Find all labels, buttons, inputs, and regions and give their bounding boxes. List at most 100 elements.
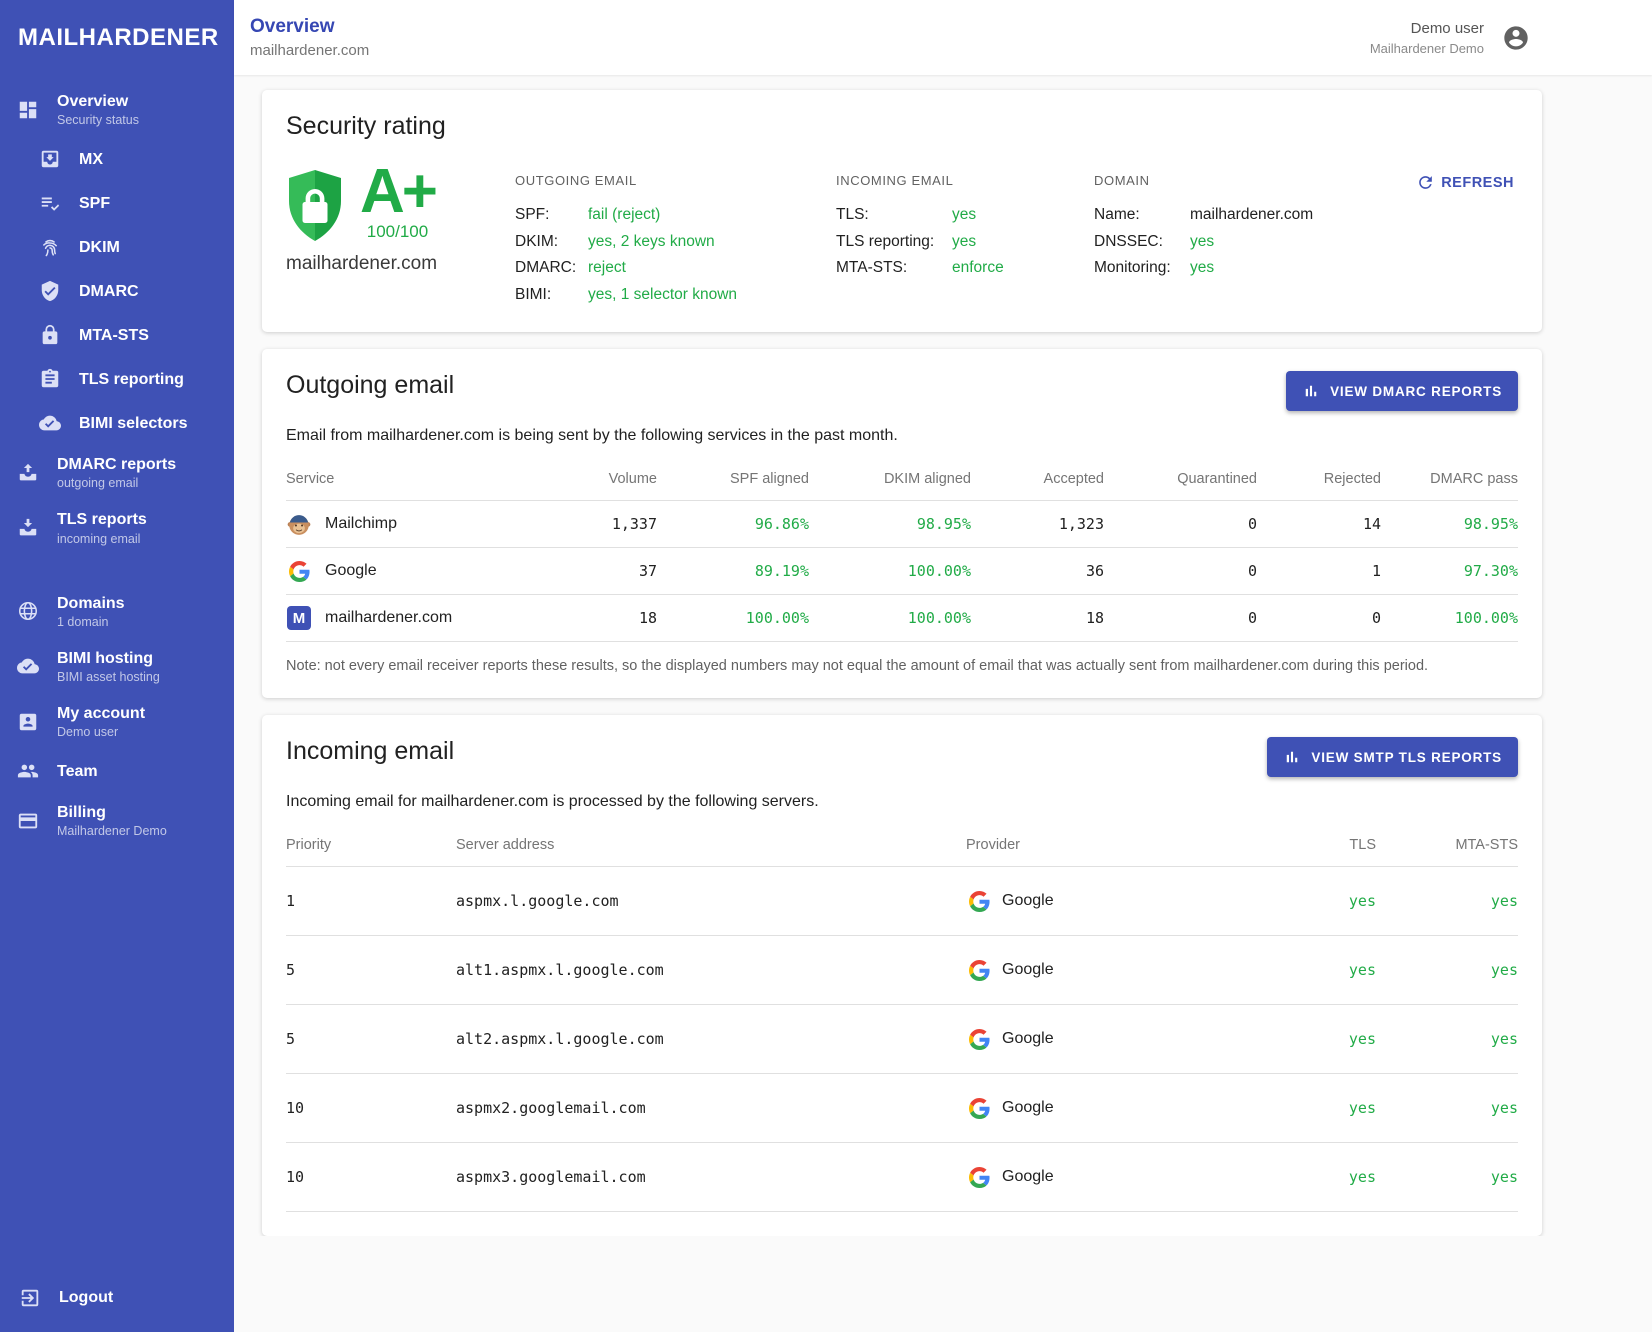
column-header: TLS [1349,837,1376,853]
rated-domain: mailhardener.com [286,253,438,274]
outgoing-description: Email from mailhardener.com is being sen… [286,427,898,444]
dashboard-icon [16,98,40,122]
table-row: Google 37 89.19% 100.00% 36 0 1 97.30% [286,547,1518,595]
sidebar-item-dmarc-reports[interactable]: DMARC reports outgoing email [0,445,234,500]
sidebar-item-spf[interactable]: SPF [0,181,234,225]
sidebar-item-domains[interactable]: Domains 1 domain [0,584,234,639]
sidebar-item-tls-reports[interactable]: TLS reports incoming email [0,500,234,555]
sidebar-item-tls-reporting[interactable]: TLS reporting [0,357,234,401]
provider-name: Google [1002,1099,1054,1116]
top-bar: Overview mailhardener.com Demo user Mail… [234,0,1652,75]
outgoing-email-card: Outgoing email VIEW DMARC REPORTS Email … [262,349,1542,698]
sidebar-item-mta-sts[interactable]: MTA-STS [0,313,234,357]
cell-mta-sts: yes [1490,892,1518,910]
cell-tls: yes [1348,892,1376,910]
provider-name: Google [1002,892,1054,909]
refresh-button[interactable]: REFRESH [1412,169,1518,196]
move-to-inbox-icon [38,147,62,171]
playlist-check-icon [38,191,62,215]
cell-quarantined: 0 [1247,562,1257,580]
lock-icon [38,323,62,347]
button-label: VIEW DMARC REPORTS [1330,383,1502,399]
sidebar-item-label: My account [57,704,146,722]
credit-card-icon [16,809,40,833]
rating-grade: A+ [360,157,438,226]
cell-spf-aligned: 96.86% [754,515,809,533]
provider-name: Google [1002,1030,1054,1047]
kv-row: SPF: fail (reject) [515,202,836,229]
sidebar-item-team[interactable]: Team [0,749,234,793]
bar-chart-icon [1287,751,1298,763]
sidebar-item-label: DKIM [79,238,120,256]
sidebar-item-dmarc[interactable]: DMARC [0,269,234,313]
cell-spf-aligned: 89.19% [754,562,809,580]
bar-chart-icon [1305,385,1317,397]
cell-accepted: 36 [1085,562,1104,580]
cell-rejected: 14 [1362,515,1381,533]
page-title: Overview [250,16,335,37]
kv-value: mailhardener.com [1190,206,1314,223]
kv-value: reject [588,259,626,276]
avatar-icon[interactable] [1502,24,1530,52]
table-row: 5 alt1.aspmx.l.google.com Google yes yes [286,935,1518,1005]
sidebar-item-my-account[interactable]: My account Demo user [0,694,234,749]
sidebar-item-overview[interactable]: Overview Security status [0,82,234,137]
rating-summary: A+ 100/100 mailhardener.com [286,159,515,275]
sidebar-item-label: DMARC [79,282,139,300]
security-rating-title: Security rating [286,112,446,140]
sidebar-item-label: TLS reporting [79,370,184,388]
sidebar-item-label: BIMI selectors [79,414,188,432]
sidebar-item-dkim[interactable]: DKIM [0,225,234,269]
cell-priority: 5 [286,961,296,979]
column-header: Priority [286,837,332,853]
kv-value: yes, 2 keys known [588,232,715,250]
sidebar-item-sublabel: BIMI asset hosting [57,669,160,684]
outgoing-email-title: Outgoing email [286,371,455,399]
kv-row: TLS: yes [836,202,1094,229]
user-info: Demo user Mailhardener Demo [1370,20,1484,56]
cell-dmarc-pass: 97.30% [1463,562,1518,580]
view-dmarc-reports-button[interactable]: VIEW DMARC REPORTS [1286,371,1518,411]
table-row: 10 aspmx3.googlemail.com Google yes yes [286,1142,1518,1212]
sidebar: MAILHARDENER Overview Security status MX … [0,0,234,1332]
cell-tls: yes [1348,961,1376,979]
kv-value: yes [952,206,977,223]
inbox-icon [16,516,40,540]
cell-quarantined: 0 [1247,515,1257,533]
column-header: Accepted [1043,471,1104,487]
sidebar-item-sublabel: 1 domain [57,614,109,629]
sidebar-item-billing[interactable]: Billing Mailhardener Demo [0,793,234,848]
cell-server-address: alt1.aspmx.l.google.com [456,961,664,979]
view-smtp-tls-reports-button[interactable]: VIEW SMTP TLS REPORTS [1267,737,1518,777]
kv-label: Name: [1094,206,1140,223]
google-icon [286,558,312,584]
cell-volume: 18 [638,609,657,627]
security-rating-card: Security rating A+ 100/100 [262,90,1542,332]
sidebar-item-bimi-selectors[interactable]: BIMI selectors [0,401,234,445]
incoming-description: Incoming email for mailhardener.com is p… [286,793,819,810]
user-organization: Mailhardener Demo [1369,40,1484,56]
cell-quarantined: 0 [1247,609,1257,627]
sidebar-item-logout[interactable]: Logout [0,1270,234,1332]
sidebar-item-mx[interactable]: MX [0,137,234,181]
kv-row: BIMI: yes, 1 selector known [515,282,836,309]
cell-priority: 5 [286,1030,296,1048]
sidebar-item-sublabel: Mailhardener Demo [57,824,167,839]
user-block[interactable]: Demo user Mailhardener Demo [1370,20,1530,56]
kv-row: DKIM: yes, 2 keys known [515,229,836,256]
cloud-check-icon [16,654,40,678]
sidebar-item-sublabel: incoming email [57,531,141,546]
cell-rejected: 1 [1371,562,1381,580]
mailchimp-icon [286,511,312,537]
cell-server-address: aspmx3.googlemail.com [456,1168,646,1186]
incoming-email-table: Priority Server address Provider TLS MTA… [286,821,1518,1212]
service-name: mailhardener.com [325,609,453,626]
column-header: DKIM aligned [883,471,971,487]
kv-label: SPF: [515,206,550,223]
refresh-icon [1419,176,1433,189]
cell-volume: 1,337 [611,515,657,533]
content: Security rating A+ 100/100 [234,75,1652,1236]
sidebar-item-bimi-hosting[interactable]: BIMI hosting BIMI asset hosting [0,639,234,694]
kv-label: MTA-STS: [836,259,908,276]
